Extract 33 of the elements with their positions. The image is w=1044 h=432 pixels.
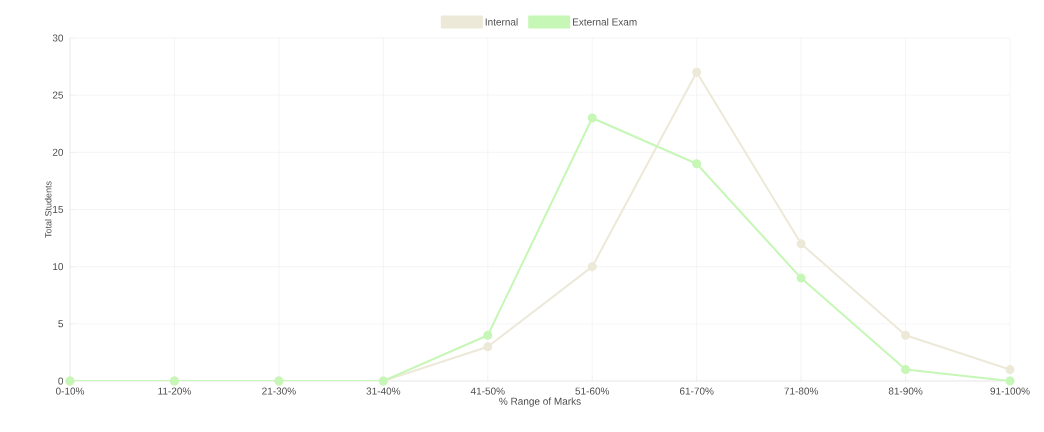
point [483,342,493,352]
y-tick-label: 15 [53,206,64,213]
point [796,273,806,283]
point [692,159,702,169]
x-tick-label: 71-80% [784,387,818,395]
x-tick-label: 91-100% [990,387,1030,395]
point [483,330,493,340]
x-tick-label: 11-20% [158,387,191,395]
x-axis-title: % Range of Marks [499,397,581,407]
point [796,239,806,249]
legend-label: Internal [485,18,518,26]
x-tick-label: 0-10% [55,387,85,395]
x-tick-label: 81-90% [888,387,923,395]
y-tick-label: 30 [52,34,64,42]
x-tick-label: 41-50% [470,387,505,395]
x-tick-label: 21-30% [262,387,296,395]
point [587,113,597,123]
x-tick-label: 51-60% [575,387,610,395]
y-tick-label: 10 [53,263,64,271]
point [692,67,702,77]
y-axis-title: Total Students [44,181,52,238]
point [1005,376,1015,386]
x-tick-label: 61-70% [679,387,714,395]
y-tick-label: 25 [52,91,64,99]
y-tick-label: 5 [58,320,64,328]
y-tick-label: 20 [52,148,64,156]
point [1005,365,1015,375]
point [587,262,597,272]
legend-label: External Exam [572,18,637,26]
y-tick-label: 0 [58,377,64,385]
point [901,365,911,375]
point [901,330,911,340]
x-tick-label: 31-40% [366,387,401,395]
